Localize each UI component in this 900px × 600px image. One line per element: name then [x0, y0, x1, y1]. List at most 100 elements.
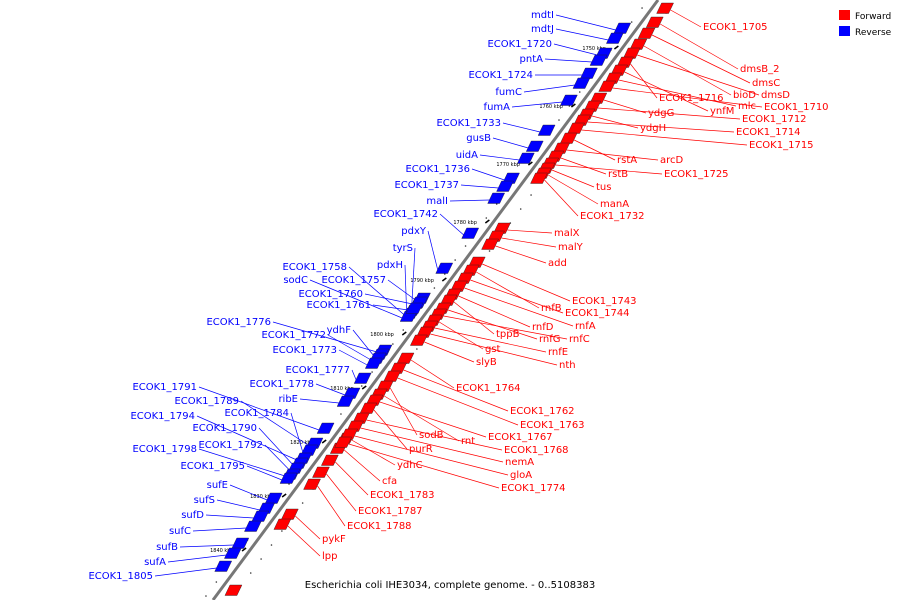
tick-mark-1 [570, 103, 576, 108]
forward-gene-label-ydgg: ydgG [648, 108, 674, 119]
reverse-gene-label-ecok1-1792: ECOK1_1792 [198, 440, 263, 451]
reverse-gene-label-ecok1-1798: ECOK1_1798 [132, 444, 197, 455]
reverse-leader-36 [246, 465, 283, 481]
reverse-gene-label-mdti: mdtI [531, 10, 554, 21]
forward-gene-label-ecok1-1764: ECOK1_1764 [456, 383, 521, 394]
forward-leader-47 [344, 449, 381, 482]
forward-gene-shape-13 [567, 122, 585, 134]
forward-gene-label-mlc: mlc [738, 101, 756, 112]
forward-gene-shape-42 [359, 402, 378, 414]
reverse-gene-shape-4 [580, 67, 598, 79]
tick-label-2: 1770 kbp [496, 162, 520, 168]
reverse-gene-shape-3 [589, 54, 608, 66]
reverse-leader-14 [427, 230, 439, 271]
reverse-gene-label-pdxy: pdxY [401, 226, 427, 237]
legend-reverse-swatch [839, 26, 850, 36]
axis-dot [578, 91, 581, 93]
reverse-gene-label-fuma: fumA [484, 102, 511, 113]
reverse-leader-30 [240, 400, 309, 446]
reverse-gene-label-uida: uidA [456, 150, 478, 161]
reverse-leader-25 [338, 349, 368, 366]
forward-leader-39 [389, 387, 418, 436]
forward-leader-27 [464, 287, 574, 327]
axis-dot [402, 329, 405, 331]
tick-mark-7 [321, 439, 327, 444]
forward-gene-shape-0 [656, 2, 674, 14]
reverse-leader-2 [553, 43, 598, 56]
forward-leader-30 [447, 309, 538, 340]
reverse-leader-13 [439, 213, 464, 236]
axis-dot [392, 343, 394, 345]
forward-gene-label-ecok1-1710: ECOK1_1710 [764, 102, 829, 113]
legend-forward-label: Forward [855, 12, 891, 22]
forward-gene-shape-4 [622, 47, 641, 59]
forward-leader-3 [643, 45, 732, 96]
axis-dot [360, 385, 363, 387]
forward-leader-1 [660, 23, 739, 70]
forward-gene-label-ecok1-1715: ECOK1_1715 [749, 140, 814, 151]
forward-leader-2 [651, 34, 751, 84]
forward-gene-label-ecok1-1705: ECOK1_1705 [703, 22, 768, 33]
forward-gene-label-ecok1-1712: ECOK1_1712 [742, 114, 807, 125]
forward-gene-label-purr: purR [409, 444, 433, 455]
forward-leader-52 [295, 515, 321, 540]
reverse-gene-label-tyrs: tyrS [393, 243, 413, 254]
reverse-gene-label-ecok1-1761: ECOK1_1761 [306, 300, 371, 311]
forward-leader-29 [453, 301, 495, 335]
reverse-leader-38 [216, 499, 260, 511]
forward-leader-19 [548, 174, 599, 205]
reverse-gene-shape-41 [231, 537, 250, 549]
legend: Forward Reverse [839, 10, 892, 38]
forward-leader-23 [495, 245, 547, 264]
forward-gene-label-rnfe: rnfE [548, 347, 568, 358]
forward-leader-50 [326, 473, 357, 512]
reverse-leader-6 [511, 101, 563, 108]
forward-gene-label-ydhc: ydhC [397, 460, 423, 471]
tick-mark-2 [527, 161, 533, 166]
reverse-leader-40 [192, 527, 247, 532]
forward-gene-label-nema: nemA [505, 457, 534, 468]
forward-gene-label-slyb: slyB [476, 357, 497, 368]
axis-dot [530, 194, 532, 196]
forward-leader-6 [624, 71, 709, 112]
tick-mark-0 [613, 45, 619, 50]
reverse-leader-37 [229, 484, 268, 501]
axis-dot [249, 572, 252, 574]
reverse-gene-label-ecok1-1776: ECOK1_1776 [206, 317, 271, 328]
forward-gene-label-mana: manA [600, 199, 629, 210]
forward-leader-40 [384, 395, 460, 442]
tick-mark-3 [484, 219, 490, 224]
reverse-leader-33 [258, 427, 294, 466]
reverse-gene-label-ecok1-1795: ECOK1_1795 [180, 461, 245, 472]
reverse-gene-shape-11 [496, 180, 514, 192]
axis-dot [270, 544, 273, 546]
forward-leader-42 [373, 409, 408, 450]
forward-leader-24 [482, 263, 571, 302]
reverse-leader-19 [387, 279, 416, 301]
legend-reverse-label: Reverse [855, 28, 892, 38]
forward-gene-label-add: add [548, 258, 567, 269]
reverse-leader-20 [364, 293, 413, 305]
reverse-leader-7 [502, 122, 541, 133]
reverse-gene-label-ecok1-1758: ECOK1_1758 [282, 262, 347, 273]
reverse-leader-41 [179, 544, 234, 548]
forward-leader-35 [424, 341, 475, 363]
reverse-gene-label-ecok1-1720: ECOK1_1720 [487, 39, 552, 50]
reverse-leader-9 [479, 154, 520, 161]
forward-gene-label-biod: bioD [733, 90, 756, 101]
reverse-leader-1 [555, 28, 609, 41]
reverse-leader-10 [471, 168, 505, 181]
reverse-gene-shape-8 [525, 140, 544, 152]
reverse-gene-label-sufs: sufS [194, 495, 215, 506]
forward-leader-33 [434, 327, 547, 353]
reverse-gene-label-ecok1-1737: ECOK1_1737 [394, 180, 459, 191]
forward-leader-0 [670, 9, 702, 28]
reverse-gene-shape-21 [405, 302, 424, 314]
forward-leader-34 [430, 333, 558, 366]
forward-gene-label-rnfd: rnfD [532, 322, 554, 333]
forward-gene-label-ecok1-1725: ECOK1_1725 [664, 169, 729, 180]
forward-gene-label-rsta: rstA [617, 155, 637, 166]
axis-dot [340, 413, 342, 415]
forward-gene-shape-53 [273, 518, 292, 530]
